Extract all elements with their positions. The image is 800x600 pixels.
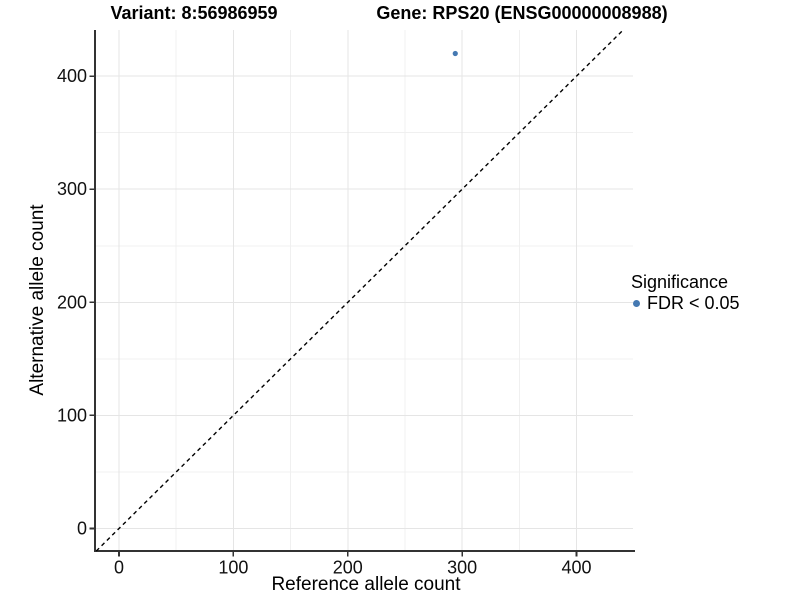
data-point <box>452 50 458 57</box>
x-tick-label: 200 <box>333 558 363 578</box>
gene-title: Gene: RPS20 (ENSG00000008988) <box>376 3 668 23</box>
legend-entry: FDR < 0.05 <box>631 293 740 313</box>
axis-ticks: 0 100 200 300 400 0 100 200 300 400 <box>57 66 592 577</box>
y-tick-label: 0 <box>77 518 87 538</box>
x-tick-label: 300 <box>447 558 477 578</box>
grid-minor <box>95 30 633 551</box>
x-tick-label: 100 <box>218 558 248 578</box>
y-tick-label: 200 <box>57 292 87 312</box>
x-tick-label: 0 <box>114 558 124 578</box>
variant-title: Variant: 8:56986959 <box>110 3 278 23</box>
y-tick-label: 300 <box>57 179 87 199</box>
legend-point-icon <box>633 299 640 307</box>
grid-major <box>95 30 633 551</box>
y-tick-label: 400 <box>57 66 87 86</box>
x-tick-label: 400 <box>561 558 591 578</box>
y-axis-title: Alternative allele count <box>27 204 48 396</box>
legend-title: Significance <box>631 272 729 292</box>
x-axis-title: Reference allele count <box>271 574 461 595</box>
data-points <box>452 50 458 57</box>
y-tick-label: 100 <box>57 405 87 425</box>
legend-entry-label: FDR < 0.05 <box>647 293 740 313</box>
identity-line <box>95 29 624 552</box>
legend: Significance FDR < 0.05 <box>631 272 740 313</box>
